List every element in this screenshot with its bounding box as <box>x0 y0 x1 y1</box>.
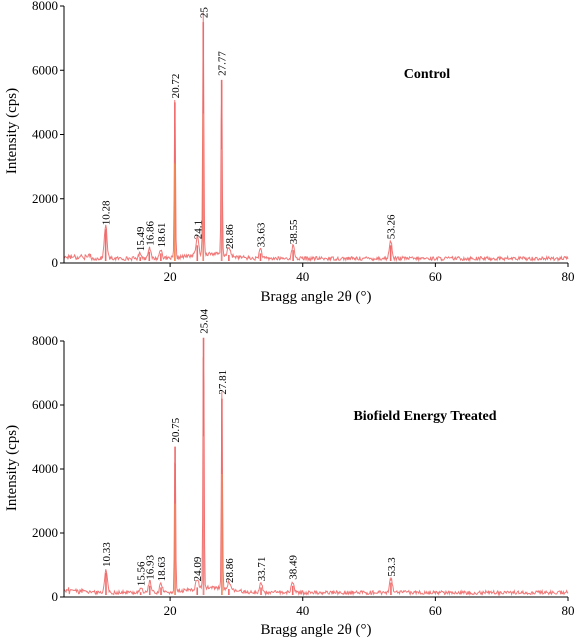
control-y-tick-label: 6000 <box>32 62 58 77</box>
control-trace <box>63 12 569 263</box>
treated-y-tick-label: 0 <box>52 589 59 604</box>
control-peak-label: 27.77 <box>217 51 229 76</box>
control-peak-label: 25 <box>198 7 210 19</box>
control-peak-label: 24.1 <box>192 220 204 239</box>
control-y-tick-label: 0 <box>52 255 59 270</box>
treated-x-tick-label: 20 <box>164 603 177 618</box>
control-peak-label: 18.61 <box>156 223 168 248</box>
control-peak-label: 28.86 <box>224 224 236 249</box>
treated-xlabel: Bragg angle 2θ (°) <box>260 622 371 638</box>
treated-x-tick-label: 40 <box>296 603 309 618</box>
control-peak-label: 16.86 <box>144 221 156 246</box>
treated-peak-label: 33.71 <box>256 557 268 582</box>
control-y-tick-label: 4000 <box>32 127 58 142</box>
treated-peak-label: 24.09 <box>192 556 204 581</box>
treated-peak-label: 15.56 <box>136 561 148 586</box>
control-x-tick-label: 20 <box>164 269 177 284</box>
treated-peak-label: 27.81 <box>217 370 229 395</box>
control-xlabel: Bragg angle 2θ (°) <box>260 289 371 305</box>
treated-peak-label: 28.86 <box>224 558 236 583</box>
control-peak-label: 15.49 <box>135 226 147 251</box>
treated-y-tick-label: 2000 <box>32 525 58 540</box>
control-x-tick-label: 60 <box>429 269 442 284</box>
control-axes: 0 2000 4000 6000 8000 20 40 60 80 <box>32 0 575 284</box>
treated-x-tick-label: 60 <box>429 603 442 618</box>
control-diffraction-trace <box>63 12 569 263</box>
control-x-tick-label: 80 <box>562 269 575 284</box>
treated-ylabel: Intensity (cps) <box>4 425 20 511</box>
control-ylabel: Intensity (cps) <box>4 88 20 174</box>
treated-diffraction-trace <box>63 357 569 597</box>
treated-peak-label: 20.75 <box>170 417 182 442</box>
treated-x-tick-label: 80 <box>562 603 575 618</box>
control-y-tick-label: 8000 <box>32 0 58 13</box>
treated-peak-label: 38.49 <box>288 555 300 580</box>
treated-axes: 0 2000 4000 6000 8000 20 40 60 80 <box>32 333 575 618</box>
control-peak-label: 38.55 <box>288 219 300 244</box>
control-y-tick-label: 2000 <box>32 191 58 206</box>
treated-peak-label: 18.63 <box>156 556 168 581</box>
treated-peak-label: 16.93 <box>145 555 157 580</box>
control-peak-label: 20.72 <box>170 74 182 99</box>
control-title: Control <box>404 67 451 82</box>
control-x-tick-label: 40 <box>296 269 309 284</box>
control-peak-label: 10.28 <box>101 200 113 225</box>
treated-peak-label: 53.3 <box>386 557 398 577</box>
control-peak-label: 53.26 <box>386 214 398 239</box>
treated-y-tick-label: 6000 <box>32 397 58 412</box>
treated-peak-label: 25.04 <box>199 309 211 334</box>
treated-peak-label: 10.33 <box>101 542 113 567</box>
treated-title: Biofield Energy Treated <box>353 409 496 424</box>
treated-y-tick-label: 4000 <box>32 461 58 476</box>
control-peak-label: 33.63 <box>256 222 268 247</box>
treated-y-tick-label: 8000 <box>32 333 58 348</box>
treated-trace <box>63 357 569 597</box>
